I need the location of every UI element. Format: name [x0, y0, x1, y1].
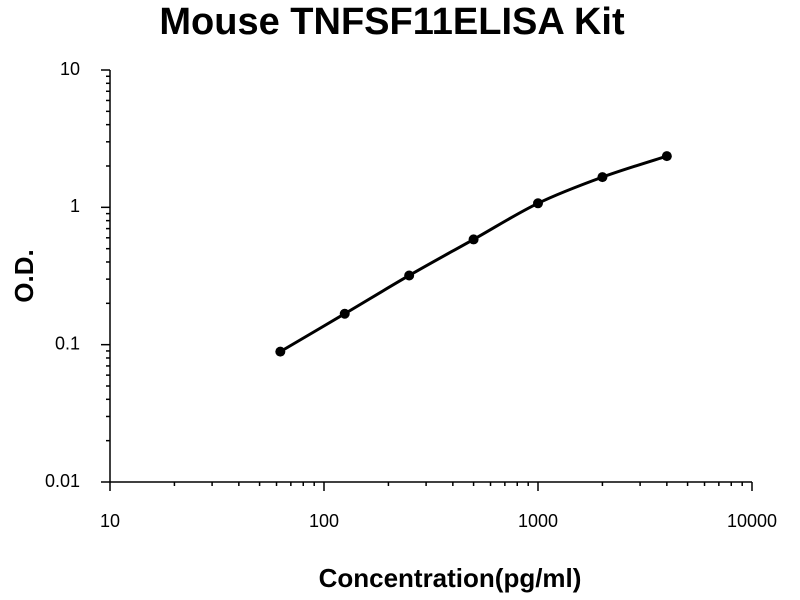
- point: [275, 346, 286, 357]
- chart-title: Mouse TNFSF11ELISA Kit: [159, 1, 625, 43]
- point: [597, 172, 608, 183]
- y-axis-title: O.D.: [9, 249, 39, 302]
- curve: [279, 154, 668, 353]
- point: [533, 198, 543, 209]
- y-tick-label: 0.01: [45, 471, 80, 491]
- x-tick-label: 100: [309, 511, 339, 531]
- x-axis-title: Concentration(pg/ml): [319, 563, 582, 593]
- point: [661, 151, 672, 162]
- point: [339, 308, 350, 319]
- x-tick-label: 10: [100, 511, 120, 531]
- x-tick-label: 1000: [518, 511, 558, 531]
- y-tick-label: 10: [60, 59, 80, 79]
- point: [404, 270, 415, 281]
- x-tick-label: 10000: [727, 511, 777, 531]
- y-tick-label: 0.1: [55, 333, 80, 353]
- point: [468, 234, 479, 245]
- y-tick-label: 1: [70, 196, 80, 216]
